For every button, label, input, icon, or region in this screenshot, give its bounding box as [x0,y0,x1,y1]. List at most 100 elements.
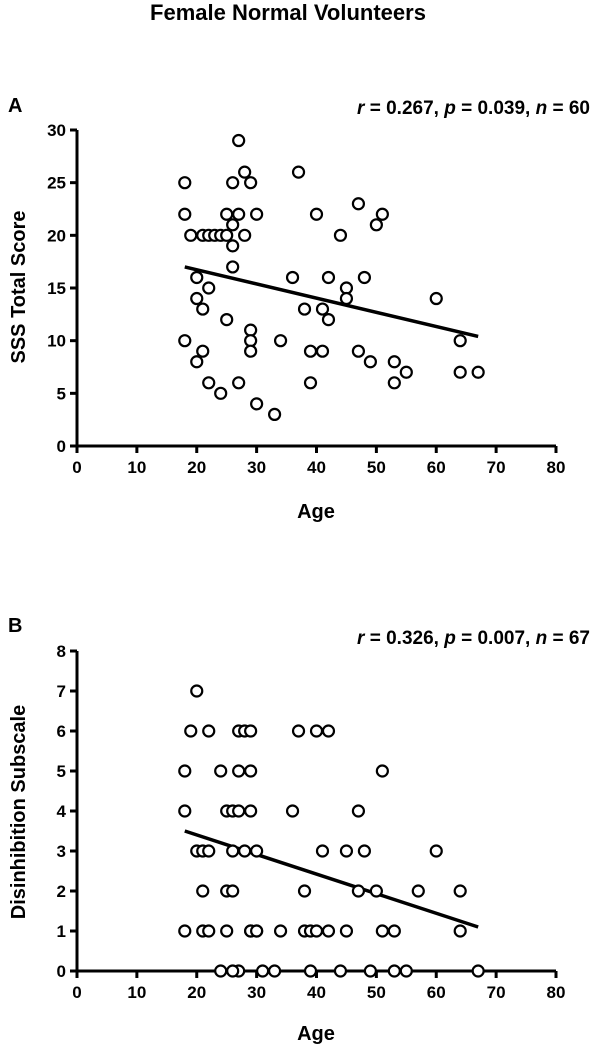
panel-b-data-point [202,724,216,738]
panel-b-data-point [226,884,240,898]
panel-a-x-tick-label: 40 [307,458,326,477]
panel-a-stat-n: n [536,98,548,119]
panel-a-stats: r = 0.267, p = 0.039, n = 60 [357,98,590,119]
panel-b-data-point [297,884,312,898]
panel-a-data-point [232,376,246,390]
panel-b-data-point [339,844,354,858]
panel-b-y-tick-label: 1 [57,922,66,941]
panel-b-data-point [309,924,324,938]
panel-b-y-tick-label: 8 [57,642,66,661]
panel-b-data-point [309,724,324,738]
panel-a-data-point [232,133,246,148]
panel-b-data-point [196,884,210,898]
panel-b-x-axis-label: Age [297,1023,335,1045]
panel-a-data-point [387,355,401,369]
panel-a-y-tick-label: 5 [57,384,66,403]
panel-b-stat-r: r [357,628,366,649]
panel-b-data-point [351,804,366,818]
panel-a-data-point [339,291,354,306]
panel-b-data-point [250,844,264,858]
panel-a-data-point [202,376,216,390]
panel-a-x-tick-label: 50 [367,458,386,477]
panel-a-data-point [303,344,318,358]
panel-b-data-point [178,804,192,818]
panel-a-data-point [250,397,264,411]
panel-a-plot-area: 0 5 10 15 20 25 30 0 10 20 30 40 50 60 70 80 [47,121,565,477]
panel-a-letter: A [8,95,22,117]
panel-a-y-tick-label: 20 [47,226,66,245]
panel-a-data-point [453,334,467,348]
panel-b-y-tick-label: 2 [57,882,66,901]
panel-b-data-point [471,964,485,978]
panel-a-data-point [238,165,252,179]
panel-a-data-point [238,228,252,242]
panel-a-data-point [226,260,240,274]
panel-a-data-point [244,176,258,190]
panel-b-data-point [244,764,258,778]
panel-a-data-point [429,291,443,306]
panel-b-data-point [214,964,228,978]
panel-b-data-point [351,884,366,898]
panel-b-y-tick-label: 4 [57,802,67,821]
panel-b-y-axis-label: Disinhibition Subscale [8,705,30,919]
panel-b-data-point [285,804,300,818]
panel-b-data-point [453,884,467,898]
panel-b-data-point [226,844,240,858]
panel-a-data-point [184,228,198,242]
panel-b-y-tick-label: 6 [57,722,66,741]
panel-a-data-point [315,344,330,358]
panel-a-data-point [250,207,264,221]
panel-a-y-axis-label: SSS Total Score [8,210,30,363]
panel-a-y-tick-label: 30 [47,121,66,140]
panel-a-data-point [351,197,366,211]
panel-a-data-point [363,355,377,369]
panel-b-data-point [429,844,443,858]
panel-b-data-point [321,924,336,938]
panel-a-data-point [273,334,288,348]
panel-b-x-tick-label: 40 [307,983,326,1002]
panel-a-data-point [190,270,204,285]
panel-a-x-tick-label: 70 [487,458,506,477]
panel-a-data-point [297,302,312,316]
panel-b-data-point [244,724,258,738]
panel-a-x-axis-label: Age [297,501,335,523]
panel-a-data-point [291,165,306,179]
panel-a-x-tick-label: 60 [427,458,446,477]
panel-b-x-tick-label: 80 [547,983,566,1002]
panel-b-y-tick-label: 3 [57,842,66,861]
panel-a-data-point [226,218,240,232]
panel-a-data-point [178,207,192,221]
panel-a-data-point [351,344,366,358]
panel-a-data-point [196,344,210,358]
panel-a-data-point [232,207,246,221]
panel-a-data-point [309,207,324,221]
panel-b-data-point [190,684,204,698]
panel-a-data-point [357,270,371,285]
panel-b-data-point [375,924,389,938]
panel-a-data-point [375,207,389,221]
panel-b-data-point [273,924,288,938]
panel-b-data-point [387,924,401,938]
panel-a-x-tick-label: 80 [547,458,566,477]
panel-b-x-tick-label: 60 [427,983,446,1002]
panel-b-data-point [339,924,354,938]
panel-a-y-tick-label: 10 [47,332,66,351]
panel-b-data-point [291,724,306,738]
panel-b-stat-p: p [443,628,456,649]
panel-a-data-point [226,239,240,253]
panel-a-chart: A r = 0.267, p = 0.039, n = 60 0 5 10 15 20 2… [8,95,590,523]
panel-b-data-point [184,724,198,738]
panel-b-data-point [202,844,216,858]
panel-a-data-point [453,365,467,379]
panel-b-stat-r-value: = 0.326, [364,628,444,649]
panel-b-data-point [178,924,192,938]
panel-a-data-point [178,176,192,190]
panel-b-data-point [214,764,228,778]
panel-a-stat-r-value: = 0.267, [364,98,444,119]
panel-a-data-point [190,355,204,369]
panel-b-stat-n-value: = 67 [547,628,590,649]
panel-a-y-tick-label: 0 [57,437,66,456]
panel-b-stats: r = 0.326, p = 0.007, n = 67 [357,628,590,649]
panel-a-regression-line [184,265,479,339]
